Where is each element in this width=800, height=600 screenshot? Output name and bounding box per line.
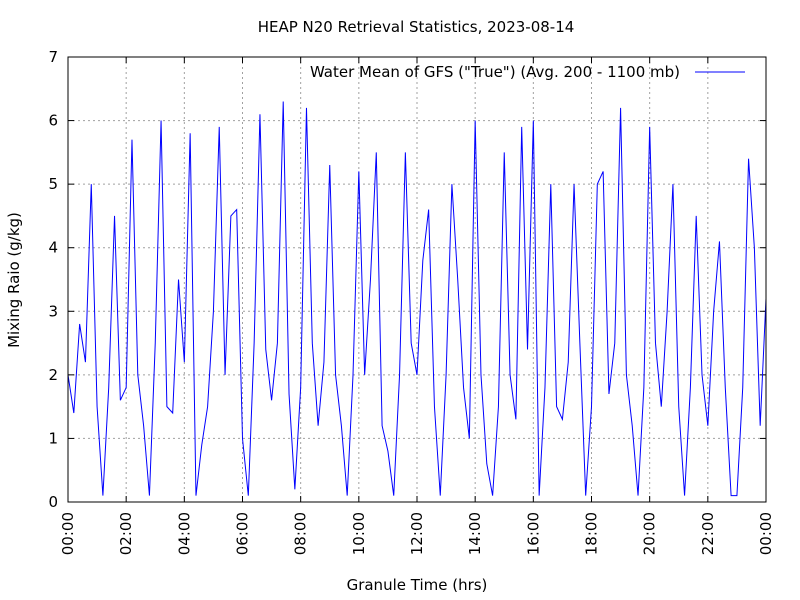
y-tick-label: 5: [48, 175, 58, 193]
y-tick-label: 4: [48, 239, 58, 257]
x-tick-label: 12:00: [408, 512, 426, 555]
x-tick-label: 22:00: [699, 512, 717, 555]
x-tick-label: 16:00: [524, 512, 542, 555]
data-line: [67, 101, 767, 497]
x-tick-label: 04:00: [175, 512, 193, 555]
x-axis-label: Granule Time (hrs): [347, 576, 488, 594]
x-tick-label: 02:00: [117, 512, 135, 555]
x-tick-label: 00:00: [59, 512, 77, 555]
x-tick-label: 20:00: [641, 512, 659, 555]
legend-label: Water Mean of GFS ("True") (Avg. 200 - 1…: [310, 63, 680, 81]
y-tick-label: 6: [48, 112, 58, 130]
y-tick-label: 2: [48, 366, 58, 384]
y-tick-label: 1: [48, 429, 58, 447]
x-tick-label: 10:00: [350, 512, 368, 555]
y-tick-label: 3: [48, 302, 58, 320]
x-tick-label: 18:00: [583, 512, 601, 555]
x-tick-label: 06:00: [234, 512, 252, 555]
x-tick-label: 00:00: [757, 512, 775, 555]
x-tick-label: 08:00: [292, 512, 310, 555]
y-tick-label: 7: [48, 48, 58, 66]
y-tick-label: 0: [48, 493, 58, 511]
y-axis-label: Mixing Raio (g/kg): [5, 212, 23, 348]
chart-title: HEAP N20 Retrieval Statistics, 2023-08-1…: [258, 18, 575, 36]
x-tick-label: 14:00: [466, 512, 484, 555]
plot-border: [67, 56, 767, 503]
